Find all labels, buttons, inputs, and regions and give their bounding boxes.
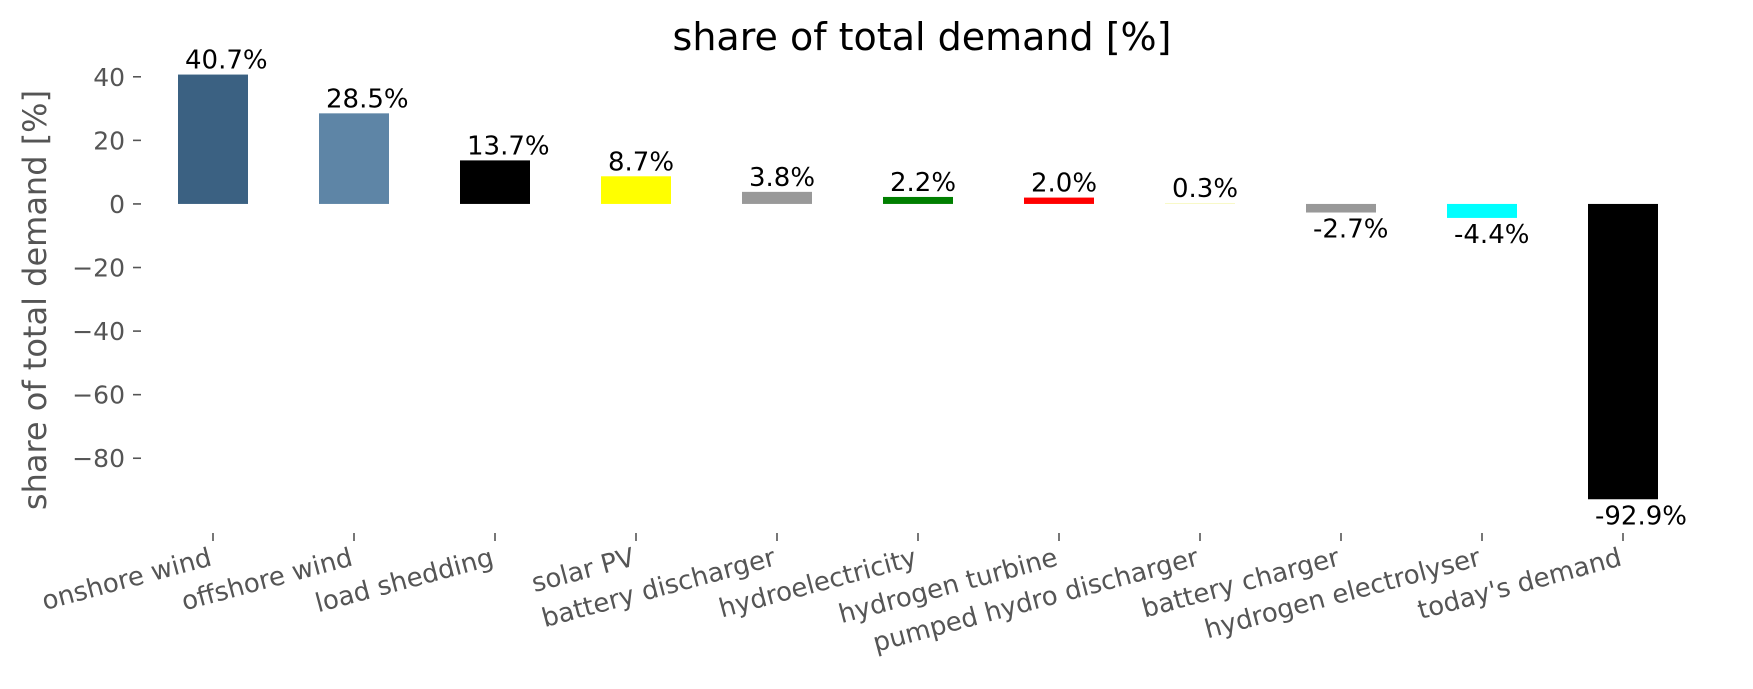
data-label-pumped-hydro-discharger: 0.3% — [1172, 174, 1238, 204]
bar-onshore-wind — [178, 74, 248, 204]
bar-battery-charger — [1306, 203, 1376, 213]
data-label-battery-discharger: 3.8% — [749, 163, 815, 193]
data-label-onshore-wind: 40.7% — [185, 46, 268, 76]
y-tick-label: −40 — [72, 317, 125, 346]
data-label-hydroelectricity: 2.2% — [890, 168, 956, 198]
data-label-today-s-demand: -92.9% — [1595, 501, 1687, 531]
y-axis-ticks: 40 20 0 −20 −40 −60 −80 — [72, 63, 141, 473]
bar-load-shedding — [460, 160, 530, 204]
bar-battery-discharger — [742, 191, 812, 204]
data-label-hydrogen-turbine: 2.0% — [1031, 169, 1097, 199]
y-axis-label: share of total demand [%] — [16, 90, 54, 510]
data-label-battery-charger: -2.7% — [1313, 215, 1388, 245]
bar-pumped-hydro-discharger — [1165, 202, 1235, 204]
y-tick-label: −20 — [72, 254, 125, 283]
y-tick-label: −60 — [72, 381, 125, 410]
bars — [178, 74, 1658, 500]
bar-hydrogen-electrolyser — [1447, 203, 1517, 218]
bar-hydrogen-turbine — [1024, 197, 1094, 204]
y-tick-label: 40 — [93, 63, 125, 92]
bar-today-s-demand — [1588, 203, 1658, 500]
bar-solar-pv — [601, 176, 671, 204]
y-tick-label: 20 — [93, 126, 125, 155]
data-label-load-shedding: 13.7% — [467, 131, 550, 161]
bar-hydroelectricity — [883, 196, 953, 204]
chart-title: share of total demand [%] — [673, 15, 1172, 59]
bar-offshore-wind — [319, 113, 389, 204]
data-label-solar-pv: 8.7% — [608, 147, 674, 177]
data-labels: 40.7% 28.5% 13.7% 8.7% 3.8% 2.2% 2.0% 0.3% -2.7%… — [185, 46, 1687, 532]
y-tick-label: −80 — [72, 444, 125, 473]
data-label-hydrogen-electrolyser: -4.4% — [1454, 220, 1529, 250]
y-tick-label: 0 — [109, 190, 125, 219]
data-label-offshore-wind: 28.5% — [326, 84, 409, 114]
